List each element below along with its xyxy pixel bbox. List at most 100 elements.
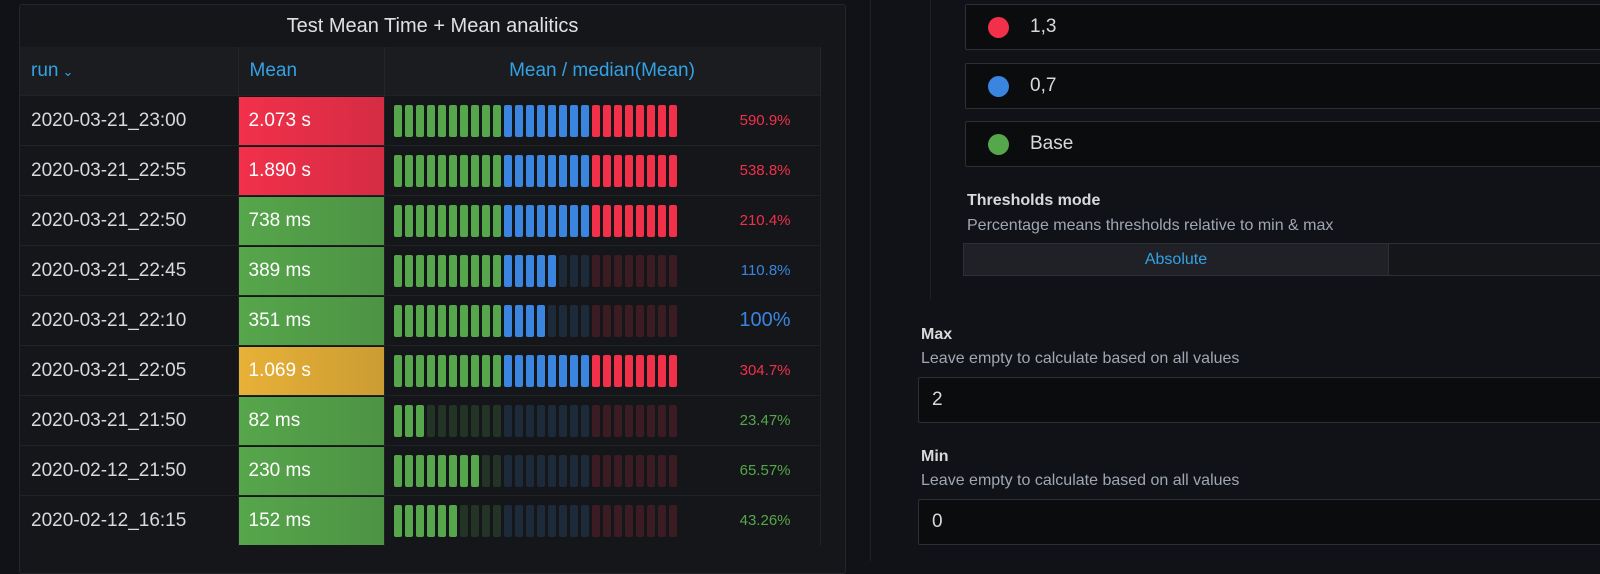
gauge-segment bbox=[591, 354, 600, 387]
gauge-segment bbox=[404, 304, 413, 337]
gauge-segment bbox=[459, 404, 468, 437]
threshold-row-2[interactable]: 0,7 bbox=[965, 63, 1600, 109]
gauge-segment bbox=[613, 454, 622, 487]
gauge-segment bbox=[415, 154, 424, 187]
gauge-segment bbox=[635, 404, 644, 437]
gauge-segment bbox=[503, 354, 512, 387]
ratio-cell: 43.26% bbox=[384, 495, 821, 546]
gauge-segment bbox=[404, 404, 413, 437]
gauge-segment bbox=[481, 454, 490, 487]
gauge-segment bbox=[591, 504, 600, 537]
gauge-segment bbox=[547, 254, 556, 287]
gauge-segment bbox=[448, 504, 457, 537]
gauge-segment bbox=[613, 404, 622, 437]
gauge-segment bbox=[481, 404, 490, 437]
gauge-segment bbox=[635, 104, 644, 137]
threshold-color-dot-icon[interactable] bbox=[988, 133, 1009, 155]
ratio-percent: 210.4% bbox=[739, 212, 791, 229]
column-header-mean[interactable]: Mean bbox=[238, 47, 385, 96]
thresholds-mode-absolute-option[interactable]: Absolute bbox=[964, 244, 1389, 275]
gauge-segment bbox=[470, 204, 479, 237]
gauge-segment bbox=[668, 504, 677, 537]
gauge-segment bbox=[525, 104, 534, 137]
ratio-percent: 304.7% bbox=[739, 362, 791, 379]
min-input[interactable]: 0 bbox=[918, 499, 1600, 545]
gauge-segment bbox=[481, 254, 490, 287]
gauge-segment bbox=[624, 404, 633, 437]
mean-cell: 1.069 s bbox=[238, 345, 385, 396]
gauge-segment bbox=[459, 504, 468, 537]
max-input[interactable]: 2 bbox=[918, 377, 1600, 423]
max-field-description: Leave empty to calculate based on all va… bbox=[921, 350, 1240, 367]
run-cell: 2020-03-21_21:50 bbox=[20, 395, 239, 446]
gauge-segment bbox=[525, 204, 534, 237]
mean-cell: 230 ms bbox=[238, 445, 385, 496]
gauge-segment bbox=[481, 504, 490, 537]
mean-cell: 2.073 s bbox=[238, 95, 385, 146]
gauge-segment bbox=[602, 354, 611, 387]
gauge-segment bbox=[668, 204, 677, 237]
bar-gauge bbox=[393, 304, 719, 337]
bar-gauge bbox=[393, 154, 719, 187]
gauge-segment bbox=[569, 354, 578, 387]
gauge-segment bbox=[470, 404, 479, 437]
bar-gauge bbox=[393, 404, 719, 437]
column-header-run[interactable]: run ⌄ bbox=[20, 47, 239, 96]
gauge-segment bbox=[536, 254, 545, 287]
gauge-segment bbox=[492, 204, 501, 237]
gauge-segment bbox=[646, 104, 655, 137]
gauge-segment bbox=[668, 304, 677, 337]
gauge-segment bbox=[569, 154, 578, 187]
gauge-segment bbox=[426, 254, 435, 287]
gauge-segment bbox=[492, 254, 501, 287]
gauge-segment bbox=[426, 304, 435, 337]
gauge-segment bbox=[459, 104, 468, 137]
gauge-segment bbox=[536, 154, 545, 187]
gauge-segment bbox=[657, 304, 666, 337]
threshold-row-1[interactable]: 1,3 bbox=[965, 4, 1600, 50]
gauge-segment bbox=[624, 454, 633, 487]
gauge-segment bbox=[481, 154, 490, 187]
gauge-segment bbox=[613, 204, 622, 237]
gauge-segment bbox=[470, 354, 479, 387]
bar-gauge bbox=[393, 204, 719, 237]
threshold-value: 1,3 bbox=[1030, 16, 1057, 37]
table-header-row: run ⌄ Mean Mean / median(Mean) bbox=[20, 47, 821, 96]
ratio-percent: 65.57% bbox=[739, 462, 791, 479]
gauge-segment bbox=[448, 104, 457, 137]
gauge-segment bbox=[492, 354, 501, 387]
gauge-segment bbox=[547, 404, 556, 437]
gauge-segment bbox=[547, 104, 556, 137]
column-header-ratio[interactable]: Mean / median(Mean) bbox=[384, 47, 821, 96]
gauge-segment bbox=[459, 254, 468, 287]
threshold-row-3[interactable]: Base bbox=[965, 121, 1600, 167]
gauge-segment bbox=[503, 204, 512, 237]
gauge-segment bbox=[536, 104, 545, 137]
bar-gauge bbox=[393, 104, 719, 137]
mean-value: 1.069 s bbox=[238, 346, 384, 395]
bar-gauge bbox=[393, 354, 719, 387]
gauge-segment bbox=[514, 254, 523, 287]
threshold-color-dot-icon[interactable] bbox=[988, 16, 1009, 38]
table-row: 2020-03-21_22:55 1.890 s 538.8% bbox=[20, 145, 821, 196]
gauge-segment bbox=[448, 154, 457, 187]
gauge-segment bbox=[415, 204, 424, 237]
mean-value: 389 ms bbox=[238, 246, 384, 295]
gauge-segment bbox=[547, 354, 556, 387]
thresholds-mode-percentage-option[interactable] bbox=[1389, 244, 1600, 275]
gauge-segment bbox=[580, 504, 589, 537]
ratio-cell: 23.47% bbox=[384, 395, 821, 446]
gauge-segment bbox=[591, 404, 600, 437]
gauge-segment bbox=[404, 204, 413, 237]
max-field-label: Max bbox=[921, 326, 953, 343]
table-row: 2020-03-21_23:00 2.073 s 590.9% bbox=[20, 95, 821, 146]
gauge-segment bbox=[492, 104, 501, 137]
gauge-segment bbox=[668, 154, 677, 187]
threshold-color-dot-icon[interactable] bbox=[988, 75, 1009, 97]
gauge-segment bbox=[668, 354, 677, 387]
gauge-segment bbox=[437, 154, 446, 187]
gauge-segment bbox=[426, 404, 435, 437]
table-row: 2020-03-21_21:50 82 ms 23.47% bbox=[20, 395, 821, 446]
gauge-segment bbox=[459, 454, 468, 487]
mean-value: 351 ms bbox=[238, 296, 384, 345]
